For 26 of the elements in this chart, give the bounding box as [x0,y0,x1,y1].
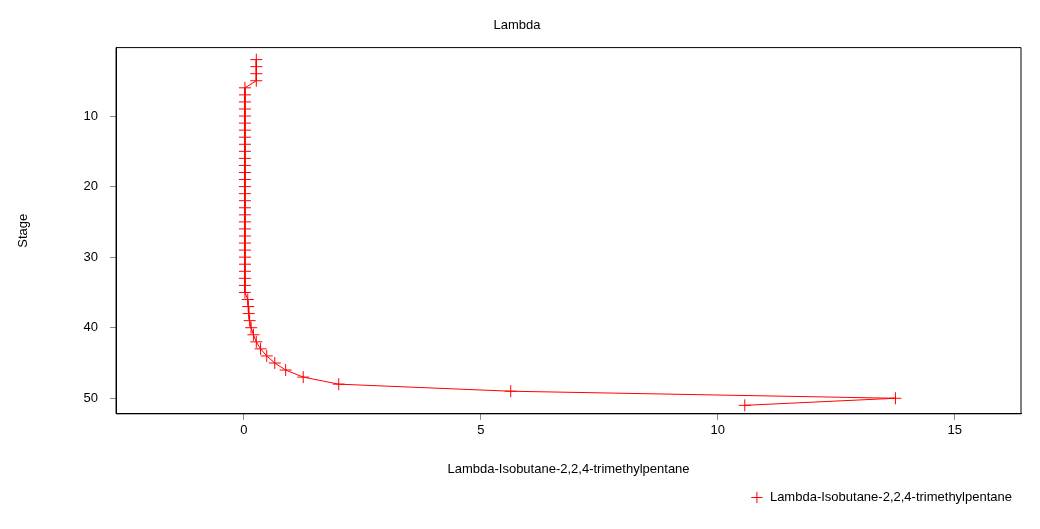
point [249,74,263,88]
point [246,328,260,342]
y-tick-label: 30 [83,248,99,264]
y-tick-label: 50 [83,389,99,405]
point [279,363,293,377]
point [332,377,346,391]
x-tick-label: 0 [240,422,248,438]
point [243,314,257,328]
point [244,321,258,335]
point [888,391,902,405]
y-tick-label: 20 [83,178,99,194]
point [738,398,752,412]
x-tick-label: 15 [947,422,962,438]
x-tick-label: 10 [710,422,726,438]
chart-title: Lambda [493,17,542,33]
point [241,293,255,306]
x-tick-label: 5 [477,422,485,438]
y-tick-label: 40 [83,319,99,335]
point [296,370,310,384]
y-axis-title: Stage [15,213,31,248]
point [504,384,518,398]
point [238,285,252,299]
y-tick-label: 10 [83,107,99,123]
x-axis-title: Lambda-Isobutane-2,2,4-trimethylpentane [447,460,690,476]
legend-label: Lambda-Isobutane-2,2,4-trimethylpentane [769,489,1012,505]
point [242,307,256,321]
